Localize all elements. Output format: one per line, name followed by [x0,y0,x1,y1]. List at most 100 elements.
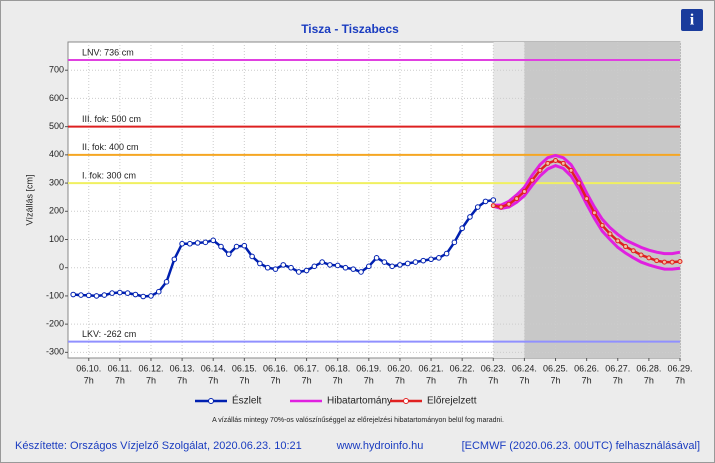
y-tick-label: 700 [49,65,64,75]
x-tick-label: 7h [333,375,343,385]
point [101,292,108,298]
x-tick-label: 7h [457,375,467,385]
y-tick-label: -200 [46,319,64,329]
point [225,251,232,257]
point [218,243,224,250]
point [428,256,434,263]
x-tick-label: 06.26. [574,363,599,373]
point [537,167,543,173]
x-tick-label: 7h [488,375,498,385]
point [334,262,341,269]
y-tick-label: 500 [49,121,64,131]
x-tick-label: 06.20. [387,363,412,373]
info-icon-bg[interactable] [681,9,703,31]
point [194,240,201,246]
legend-label: Hibatartomány [327,396,392,407]
y-tick-label: -300 [46,347,64,357]
point [568,167,574,173]
x-tick-label: 06.17. [294,363,319,373]
point [646,255,652,261]
point [420,257,427,264]
point [93,293,100,299]
point [319,259,325,265]
point [576,180,582,186]
point [373,255,380,261]
point [233,243,240,250]
point [70,291,76,298]
y-tick-label: 400 [49,149,64,159]
point [187,240,193,247]
point [677,259,683,265]
info-icon[interactable]: i [690,12,695,29]
point [584,196,590,202]
point [288,264,294,271]
point [553,158,559,163]
info-button[interactable]: i [681,9,703,31]
point [280,262,287,268]
point [529,177,535,183]
point [78,292,84,298]
legend-marker [403,398,409,404]
chart-title: Tisza - Tiszabecs [301,22,399,36]
point [179,240,185,247]
point [202,239,209,246]
point [404,260,411,267]
y-tick-label: -100 [46,290,64,300]
point [521,189,527,195]
x-tick-label: 06.27. [605,363,630,373]
point [451,239,458,246]
x-tick-label: 7h [270,375,280,385]
footer-url: www.hydroinfo.hu [336,440,424,452]
point [358,269,364,275]
point [607,231,613,237]
point [615,238,621,244]
point [85,292,92,299]
x-tick-label: 7h [426,375,436,385]
point [506,201,512,207]
y-tick-label: 100 [49,234,64,244]
x-tick-label: 06.29. [667,363,692,373]
point [148,293,154,299]
x-tick-label: 06.12. [138,363,163,373]
point [654,258,660,264]
level-label: III. fok: 500 cm [82,114,141,124]
point [264,264,271,271]
x-tick-label: 7h [644,375,654,385]
note: A vízállás mintegy 70%-os valószínűségge… [212,417,504,424]
point [311,263,318,270]
point [257,260,263,267]
x-tick-label: 06.24. [512,363,537,373]
point [467,214,473,220]
y-axis-label: Vízállás [cm] [24,174,34,225]
point [591,210,597,216]
point [599,222,605,228]
point [171,256,178,263]
x-tick-label: 06.16. [263,363,288,373]
point [124,290,131,296]
point [560,160,566,166]
point [117,289,123,296]
x-tick-label: 06.13. [170,363,195,373]
y-tick-label: 300 [49,177,64,187]
point [140,293,147,300]
level-label: LKV: -262 cm [82,329,136,339]
x-tick-label: 06.21. [419,363,444,373]
x-tick-label: 7h [675,375,685,385]
x-tick-label: 7h [302,375,312,385]
footer-source: [ECMWF (2020.06.23. 00UTC) felhasználásá… [462,440,700,452]
point [249,253,255,260]
point [661,259,667,265]
point [397,262,403,268]
point [669,259,675,265]
x-tick-label: 7h [519,375,529,385]
x-tick-label: 06.15. [232,363,257,373]
y-tick-label: 0 [59,262,64,272]
point [272,266,279,272]
level-label: I. fok: 300 cm [82,170,136,180]
x-tick-label: 06.28. [636,363,661,373]
point [132,291,139,298]
point [443,250,450,257]
level-label: LNV: 736 cm [82,47,134,57]
point [381,259,388,265]
x-tick-label: 7h [364,375,374,385]
